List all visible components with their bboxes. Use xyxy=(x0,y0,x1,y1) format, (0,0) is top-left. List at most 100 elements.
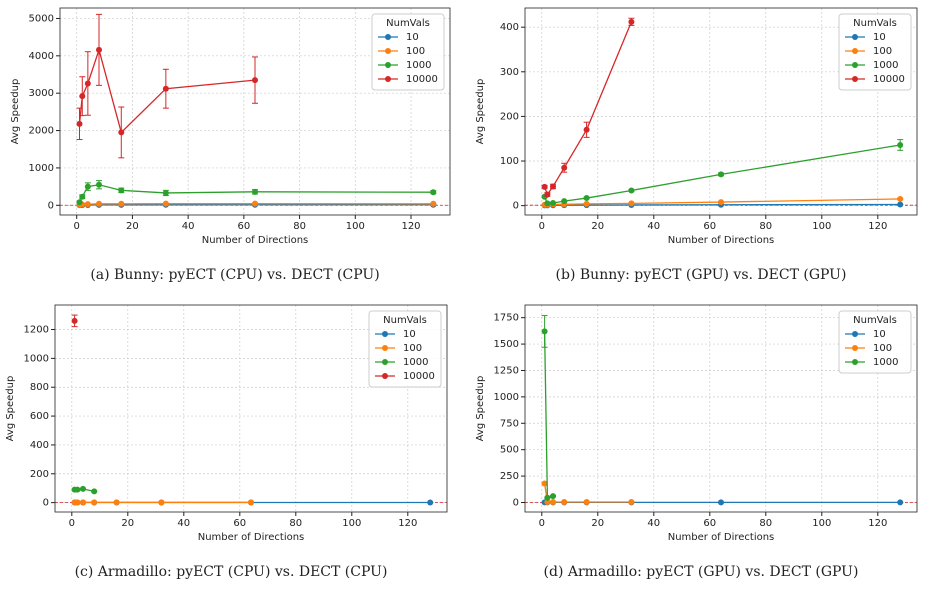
y-tick-label: 400 xyxy=(30,440,49,451)
legend-title: NumVals xyxy=(383,315,427,326)
legend-marker xyxy=(385,76,391,82)
plot-frame xyxy=(524,304,918,513)
point xyxy=(74,486,81,493)
chart: 0 20 40 60 80 100 120 0 1000 2000 3000 4000 5000 Numb… xyxy=(10,7,451,283)
x-tick-label: 100 xyxy=(342,518,361,529)
legend-marker xyxy=(852,331,858,337)
legend-label: 10000 xyxy=(403,371,435,382)
y-tick-label: 200 xyxy=(500,111,519,122)
y-tick-label: 400 xyxy=(500,22,519,33)
x-tick-label: 40 xyxy=(647,221,660,232)
point xyxy=(583,498,590,505)
legend-box xyxy=(838,310,912,374)
legend-label: 10000 xyxy=(406,74,438,85)
point xyxy=(897,201,904,208)
x-tick-label: 40 xyxy=(182,221,195,232)
legend-label: 10 xyxy=(873,32,886,43)
legend-marker xyxy=(852,76,858,82)
point xyxy=(550,498,556,505)
x-tick-label: 100 xyxy=(346,221,365,232)
legend-title: NumVals xyxy=(853,315,897,326)
point xyxy=(74,499,81,506)
point xyxy=(628,498,635,505)
point xyxy=(628,200,635,207)
x-tick-label: 80 xyxy=(293,221,306,232)
legend-title: NumVals xyxy=(386,18,430,29)
point xyxy=(248,499,254,506)
chart: 0 20 40 60 80 100 120 0 100 200 300 400 Number of Di… xyxy=(475,7,918,283)
plot-frame xyxy=(59,7,451,216)
point xyxy=(550,183,556,190)
x-tick-label: 20 xyxy=(591,518,604,529)
x-tick-label: 40 xyxy=(647,518,660,529)
y-tick-label: 0 xyxy=(43,498,49,509)
y-tick-label: 800 xyxy=(30,382,49,393)
point xyxy=(118,187,125,194)
y-tick-label: 100 xyxy=(500,156,519,167)
y-tick-label: 0 xyxy=(513,497,519,508)
x-tick-label: 60 xyxy=(703,518,716,529)
legend-marker xyxy=(382,345,388,351)
point xyxy=(897,499,904,506)
point xyxy=(113,499,120,506)
point xyxy=(897,195,904,202)
legend-marker xyxy=(852,345,858,351)
chart: 0 20 40 60 80 100 120 0 250 500 750 1000 1250 1500 175… xyxy=(475,304,918,580)
caption: (a) Bunny: pyECT (CPU) vs. DECT (CPU) xyxy=(90,267,379,283)
point xyxy=(561,164,568,171)
legend-label: 1000 xyxy=(873,357,898,368)
series-line xyxy=(543,331,554,499)
point xyxy=(550,199,556,206)
point xyxy=(544,191,551,198)
legend-marker xyxy=(852,62,858,68)
point xyxy=(561,498,568,505)
legend-marker xyxy=(385,34,391,40)
point xyxy=(550,493,556,500)
y-tick-label: 600 xyxy=(30,411,49,422)
legend-label: 100 xyxy=(873,343,892,354)
point xyxy=(897,141,904,148)
point xyxy=(541,480,548,487)
legend-label: 1000 xyxy=(403,357,428,368)
legend-box xyxy=(371,13,445,91)
x-tick-label: 60 xyxy=(703,221,716,232)
point xyxy=(718,171,724,178)
legend-label: 10000 xyxy=(873,74,905,85)
x-tick-label: 20 xyxy=(591,221,604,232)
legend-label: 100 xyxy=(873,46,892,57)
point xyxy=(79,93,86,100)
legend-title: NumVals xyxy=(853,18,897,29)
point xyxy=(162,200,169,207)
series-line xyxy=(543,483,632,503)
y-tick-label: 0 xyxy=(513,201,519,212)
legend-label: 10 xyxy=(406,32,419,43)
point xyxy=(541,183,548,190)
x-tick-label: 80 xyxy=(759,221,772,232)
y-tick-label: 250 xyxy=(500,471,519,482)
y-tick-label: 200 xyxy=(30,469,49,480)
y-tick-label: 500 xyxy=(500,445,519,456)
point xyxy=(718,199,724,206)
y-axis-label: Avg Speedup xyxy=(475,376,486,442)
x-tick-label: 0 xyxy=(539,518,545,529)
point xyxy=(583,126,590,133)
legend-marker xyxy=(382,331,388,337)
x-tick-label: 100 xyxy=(812,518,831,529)
legend-label: 1000 xyxy=(873,60,898,71)
x-tick-label: 80 xyxy=(289,518,302,529)
point xyxy=(96,200,102,207)
legend-marker xyxy=(852,34,858,40)
x-tick-label: 20 xyxy=(126,221,139,232)
x-tick-label: 0 xyxy=(539,221,545,232)
y-tick-label: 750 xyxy=(500,418,519,429)
y-tick-label: 1000 xyxy=(494,392,519,403)
point xyxy=(628,187,635,194)
legend-label: 100 xyxy=(403,343,422,354)
point xyxy=(544,498,551,505)
y-tick-label: 2000 xyxy=(29,126,54,137)
x-tick-label: 100 xyxy=(812,221,831,232)
point xyxy=(583,200,590,207)
legend-box xyxy=(368,310,442,388)
point xyxy=(583,195,590,202)
